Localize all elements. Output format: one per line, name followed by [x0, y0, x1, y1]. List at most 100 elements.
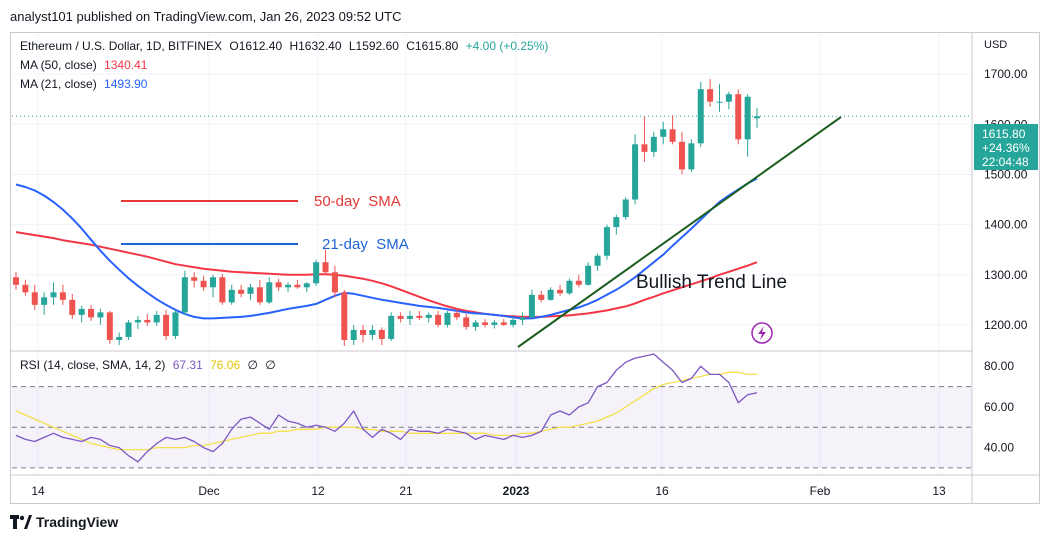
candle-body	[331, 272, 338, 293]
candle-body	[622, 199, 629, 218]
candle-body	[547, 289, 554, 300]
candle-body	[472, 322, 479, 327]
candle-body	[78, 308, 85, 315]
candle-body	[13, 277, 19, 285]
candle-body	[528, 294, 535, 318]
candle-body	[641, 144, 648, 152]
ma21-label: MA (21, close)	[20, 77, 97, 91]
sma50-label: 50-day SMA	[314, 193, 401, 210]
time-tick-label: 14	[31, 484, 45, 498]
candle-body	[388, 315, 395, 339]
candle-body	[575, 280, 582, 285]
candle-body	[594, 255, 601, 266]
chart-frame	[10, 32, 1040, 504]
rsi-tick-label: 60.00	[984, 400, 1014, 414]
axes: 1200.001300.001400.001500.001600.001700.…	[10, 32, 1040, 504]
price-tick-label: 1500.00	[984, 167, 1028, 181]
candle-body	[200, 280, 207, 288]
candles-layer	[13, 79, 761, 346]
price-tick-label: 1200.00	[984, 318, 1028, 332]
candle-body	[688, 143, 695, 170]
candle-body	[219, 277, 226, 303]
trend-layer	[517, 116, 842, 348]
candle-body	[613, 217, 620, 228]
candle-body	[660, 129, 667, 137]
time-tick-label: 13	[932, 484, 946, 498]
sma21-label: 21-day SMA	[322, 236, 409, 253]
time-tick-label: 12	[311, 484, 325, 498]
candle-body	[313, 262, 320, 284]
candle-body	[378, 329, 385, 339]
candle-body	[59, 292, 66, 300]
candle-body	[88, 308, 95, 318]
bullish-trend-line	[517, 116, 842, 348]
time-tick-label: Feb	[810, 484, 831, 498]
candle-body	[22, 284, 29, 293]
rsi-label: RSI (14, close, SMA, 14, 2)	[20, 358, 166, 372]
ma21-value: 1493.90	[104, 77, 148, 91]
ma50-layer	[15, 231, 758, 318]
candle-body	[632, 144, 639, 200]
candle-body	[735, 94, 742, 140]
trend-line-label: Bullish Trend Line	[636, 272, 787, 293]
candle-body	[369, 329, 376, 335]
candle-body	[744, 96, 751, 140]
currency-label: USD	[984, 39, 1007, 51]
candle-body	[256, 287, 263, 303]
rsi-band	[12, 386, 972, 469]
candle-body	[106, 312, 113, 340]
candle-body	[519, 317, 526, 320]
ma21-layer	[15, 177, 758, 320]
price-tag-countdown: 22:04:48	[982, 155, 1029, 169]
candle-body	[716, 101, 723, 103]
candle-body	[172, 312, 179, 336]
candle-body	[144, 319, 151, 323]
candle-body	[228, 289, 235, 303]
high-value: H1632.40	[289, 39, 342, 53]
candle-body	[397, 315, 404, 319]
bolt-icon[interactable]	[751, 322, 773, 344]
candle-body	[482, 322, 488, 325]
candle-body	[435, 314, 442, 325]
candle-body	[341, 292, 348, 340]
candle-body	[725, 94, 732, 102]
candle-body	[678, 141, 685, 170]
candle-body	[416, 315, 423, 318]
candle-body	[116, 336, 123, 340]
candle-body	[707, 89, 714, 102]
time-tick-label: 2023	[503, 484, 530, 498]
price-tick-label: 1400.00	[984, 218, 1028, 232]
price-tick-label: 1300.00	[984, 268, 1028, 282]
candle-body	[275, 282, 282, 288]
candle-body	[247, 287, 254, 294]
candle-body	[406, 315, 413, 319]
time-tick-label: Dec	[198, 484, 219, 498]
candle-body	[444, 312, 451, 325]
rsi-line	[15, 353, 758, 463]
rsi-tick-label: 40.00	[984, 441, 1014, 455]
rsi-tick-label: 80.00	[984, 359, 1014, 373]
candle-body	[697, 89, 704, 144]
candle-body	[463, 317, 470, 327]
page-header: analyst101 published on TradingView.com,…	[0, 0, 1052, 32]
candle-body	[97, 312, 104, 318]
time-tick-label: 16	[655, 484, 669, 498]
candle-body	[238, 289, 245, 294]
candle-body	[650, 136, 657, 152]
candle-body	[209, 277, 216, 288]
candle-body	[31, 292, 38, 305]
footer-brand[interactable]: TradingView	[10, 514, 118, 532]
candle-body	[41, 297, 48, 305]
ma21-legend: MA (21, close) 1493.90	[20, 77, 147, 91]
candle-body	[425, 314, 432, 318]
candle-body	[510, 319, 517, 325]
ma21-line	[15, 177, 758, 320]
footer-brand-text: TradingView	[36, 514, 119, 530]
price-tag-value: 1615.80	[982, 127, 1026, 141]
candle-body	[134, 319, 141, 323]
candle-body	[491, 322, 498, 325]
candle-body	[557, 289, 564, 294]
candle-body	[360, 329, 367, 335]
candle-body	[585, 265, 592, 285]
